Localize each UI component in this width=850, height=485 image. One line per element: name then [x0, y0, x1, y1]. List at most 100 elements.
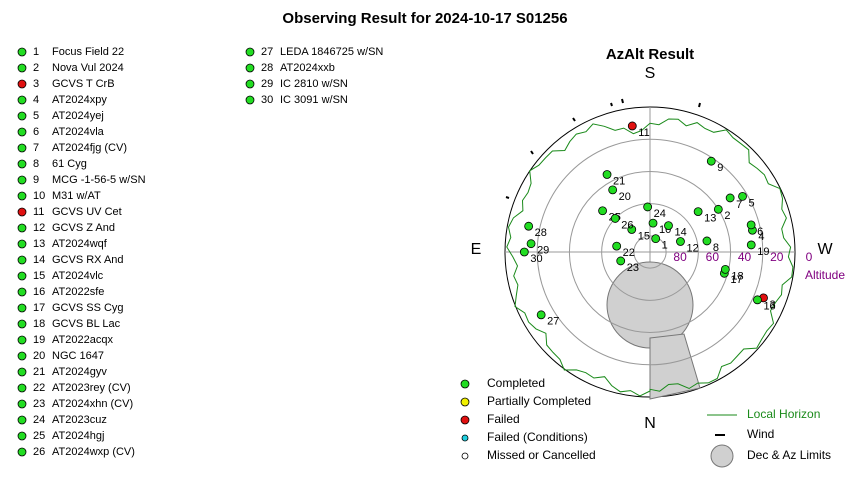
list-status-dot [17, 223, 27, 233]
target-name: GCVS UV Cet [52, 206, 122, 218]
target-name: AT2024wqf [52, 238, 108, 250]
target-name: IC 2810 w/SN [280, 78, 348, 90]
target-marker [746, 240, 756, 250]
status-swatch [461, 434, 469, 442]
target-marker-label: 24 [654, 208, 666, 220]
target-number: 17 [33, 302, 45, 314]
status-legend-label: Partially Completed [487, 394, 591, 408]
target-name: AT2024xpy [52, 94, 107, 106]
north-label: N [644, 415, 656, 432]
wind-ticks [505, 98, 701, 199]
target-marker [519, 247, 529, 257]
target-name: GCVS SS Cyg [52, 302, 124, 314]
list-status-dot [17, 143, 27, 153]
target-marker [610, 214, 620, 223]
target-number: 5 [33, 110, 39, 122]
list-status-dot [245, 47, 255, 57]
list-status-dot [17, 95, 27, 105]
list-status-dot [17, 255, 27, 265]
azalt-plot: S N E W Altitude 80 60 40 20 012345678910111… [471, 65, 846, 432]
target-name: AT2024wxp (CV) [52, 446, 135, 458]
target-name: GCVS BL Lac [52, 318, 121, 330]
altitude-tick-label: 80 [673, 250, 687, 264]
target-marker-label: 6 [757, 226, 763, 238]
target-marker-label: 5 [749, 197, 755, 209]
status-swatch [460, 415, 470, 425]
target-marker-label: 7 [736, 199, 742, 211]
target-number: 21 [33, 366, 45, 378]
page-title: Observing Result for 2024-10-17 S01256 [282, 10, 567, 27]
altitude-tick-label: 60 [706, 250, 720, 264]
list-status-dot [17, 319, 27, 329]
target-marker [676, 237, 685, 246]
target-marker-label: 1 [662, 240, 668, 252]
status-legend-label: Failed [487, 412, 520, 426]
list-status-dot [17, 287, 27, 297]
target-number: 15 [33, 270, 45, 282]
target-name: AT2024hgj [52, 430, 104, 442]
target-name: AT2024vlc [52, 270, 104, 282]
target-number: 22 [33, 382, 45, 394]
altitude-label: Altitude [805, 268, 845, 282]
target-marker [536, 310, 546, 320]
target-number: 25 [33, 430, 45, 442]
target-number: 8 [33, 158, 39, 170]
altitude-tick-label: 20 [770, 250, 784, 264]
wind-legend: Wind [747, 427, 774, 441]
target-marker-label: 28 [535, 227, 547, 239]
status-swatch [461, 452, 469, 460]
target-name: AT2024yej [52, 110, 104, 122]
target-number: 6 [33, 126, 39, 138]
list-status-dot [17, 191, 27, 201]
target-marker-label: 27 [547, 316, 559, 328]
target-name: LEDA 1846725 w/SN [280, 46, 383, 58]
target-marker-label: 15 [638, 230, 650, 242]
target-name: MCG -1-56-5 w/SN [52, 174, 146, 186]
target-marker-label: 17 [730, 274, 742, 286]
target-number: 20 [33, 350, 45, 362]
target-marker [608, 185, 618, 195]
list-status-dot [17, 447, 27, 457]
list-status-dot [17, 367, 27, 377]
target-marker-label: 16 [763, 301, 775, 313]
target-marker [598, 206, 607, 216]
list-status-dot [17, 383, 27, 393]
target-marker [643, 202, 653, 212]
target-marker [651, 234, 661, 244]
south-label: S [645, 65, 656, 82]
target-number: 10 [33, 190, 45, 202]
target-marker [725, 193, 735, 203]
list-status-dot [245, 79, 255, 89]
target-marker-label: 21 [613, 175, 625, 187]
plot-legend: Local Horizon Wind Dec & Az Limits [707, 407, 831, 468]
target-number: 13 [33, 238, 45, 250]
list-status-dot [245, 95, 255, 105]
target-number: 24 [33, 414, 45, 426]
target-marker-label: 19 [757, 246, 769, 258]
target-marker-label: 2 [724, 210, 730, 222]
target-name: GCVS RX And [52, 254, 124, 266]
target-name: GCVS T CrB [52, 78, 115, 90]
target-marker [713, 204, 723, 214]
target-marker-label: 26 [621, 219, 633, 231]
status-legend-label: Completed [487, 376, 545, 390]
target-number: 4 [33, 94, 39, 106]
target-name: AT2024gyv [52, 366, 107, 378]
target-number: 26 [33, 446, 45, 458]
target-marker [720, 264, 730, 274]
target-marker [693, 207, 703, 217]
target-name: Focus Field 22 [52, 46, 124, 58]
list-status-dot [17, 127, 27, 137]
list-status-dot [17, 79, 27, 89]
target-marker [738, 192, 747, 201]
list-status-dot [17, 415, 27, 425]
target-marker [627, 121, 637, 131]
list-status-dot [17, 303, 27, 313]
limits-swatch [710, 444, 734, 468]
target-marker [648, 218, 658, 228]
target-number: 11 [33, 206, 44, 218]
target-marker-label: 23 [627, 262, 639, 274]
status-legend-label: Failed (Conditions) [487, 430, 588, 444]
list-status-dot [17, 239, 27, 249]
